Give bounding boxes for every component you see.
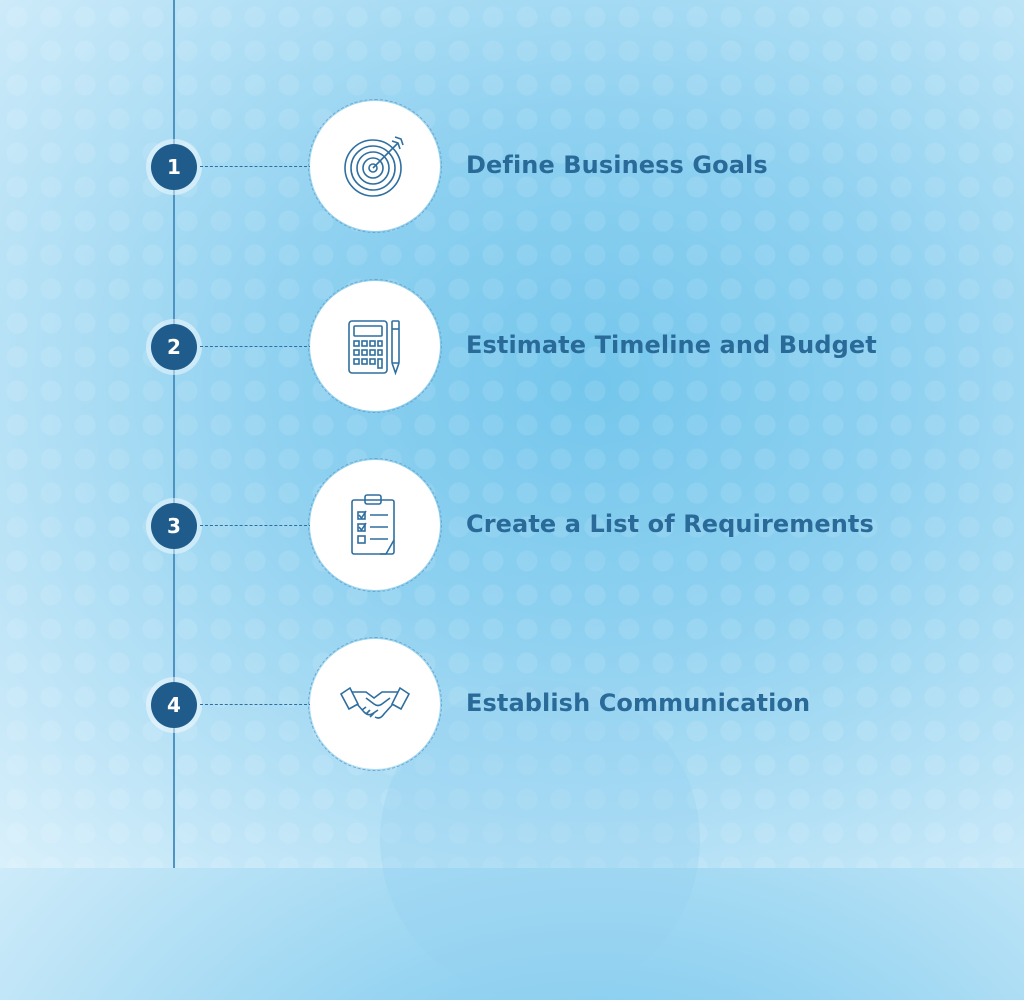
step-connector: [200, 525, 312, 526]
step-2: 2 Estimate Timeline and Budget: [0, 279, 1024, 413]
step-icon-circle: [308, 458, 442, 592]
step-label: Establish Communication: [466, 689, 811, 717]
step-4: 4 Establish Communication: [0, 637, 1024, 771]
checklist-icon: [351, 494, 395, 555]
step-number-badge: 4: [151, 682, 197, 728]
step-label: Estimate Timeline and Budget: [466, 331, 877, 359]
step-number-badge: 2: [151, 324, 197, 370]
step-icon-circle: [308, 279, 442, 413]
step-3: 3 Create a List of Requirements: [0, 458, 1024, 592]
step-icon-circle: [308, 637, 442, 771]
step-number-badge: 3: [151, 503, 197, 549]
step-connector: [200, 346, 312, 347]
step-connector: [200, 704, 312, 705]
calculator-icon: [348, 320, 400, 376]
step-1: 1 Define Business Goals: [0, 99, 1024, 233]
handshake-icon: [339, 686, 411, 719]
target-icon: [344, 136, 404, 197]
step-label: Create a List of Requirements: [466, 510, 874, 538]
step-icon-circle: [308, 99, 442, 233]
step-label: Define Business Goals: [466, 151, 768, 179]
step-connector: [200, 166, 312, 167]
step-number-badge: 1: [151, 144, 197, 190]
timeline-line: [173, 0, 175, 868]
